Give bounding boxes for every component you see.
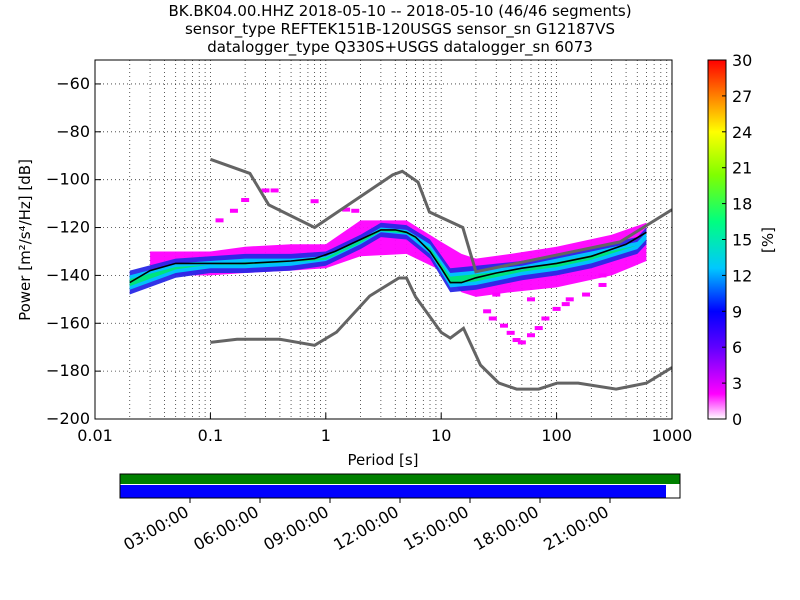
- y-axis-label: Power [m²/s⁴/Hz] [dB]: [16, 159, 34, 321]
- colorbar-tick-label: 0: [732, 410, 742, 429]
- probability-density-bands: [129, 220, 647, 297]
- outlier-cell: [512, 338, 521, 343]
- x-axis-ticks: 0.01 0.1 1 10 100 1000: [77, 413, 692, 445]
- y-axis-ticks: −60 −80 −100 −120 −140 −160 −180 −200: [46, 74, 101, 428]
- x-tick-label: 100: [541, 426, 572, 445]
- outlier-cell: [598, 282, 607, 287]
- timeline-tick-label: 06:00:00: [190, 502, 262, 554]
- chart-title-line-1: BK.BK04.00.HHZ 2018-05-10 -- 2018-05-10 …: [168, 2, 632, 20]
- timeline-tick-label: 15:00:00: [400, 502, 472, 554]
- x-axis-label: Period [s]: [347, 451, 418, 469]
- outlier-cell: [499, 323, 508, 328]
- colorbar-tick-label: 18: [732, 195, 752, 214]
- outlier-cell: [526, 333, 535, 338]
- outlier-cell: [241, 198, 250, 203]
- y-tick-label: −200: [46, 409, 90, 428]
- y-tick-label: −100: [46, 170, 90, 189]
- x-tick-label: 0.01: [77, 426, 113, 445]
- y-tick-label: −180: [46, 361, 90, 380]
- outlier-cell: [310, 199, 319, 204]
- colorbar-tick-label: 21: [732, 159, 752, 178]
- outlier-cell: [261, 188, 270, 193]
- outlier-cell: [526, 297, 535, 302]
- high-noise-model-line: [209, 157, 672, 274]
- data-coverage-bar: [120, 474, 680, 484]
- x-tick-label: 0.1: [198, 426, 223, 445]
- outlier-cell: [517, 340, 526, 345]
- outlier-cells: [215, 188, 607, 345]
- colorbar-tick-label: 12: [732, 266, 752, 285]
- density-band-2: [129, 227, 647, 290]
- low-noise-model-line: [210, 276, 672, 391]
- outlier-cell: [492, 292, 501, 297]
- outlier-cell: [561, 302, 570, 307]
- y-tick-label: −160: [46, 313, 90, 332]
- timeline-tick-label: 18:00:00: [470, 502, 542, 554]
- colorbar-tick-label: 24: [732, 123, 752, 142]
- plot-frame: [94, 59, 673, 420]
- timeline-tick-label: 12:00:00: [330, 502, 402, 554]
- outlier-cell: [342, 207, 351, 212]
- outlier-cell: [483, 309, 492, 314]
- y-tick-label: −80: [56, 122, 90, 141]
- density-band-1: [129, 222, 647, 295]
- colorbar-tick-label: 9: [732, 302, 742, 321]
- x-tick-label: 10: [431, 426, 451, 445]
- outlier-cell: [270, 188, 279, 193]
- y-tick-label: −60: [56, 74, 90, 93]
- outlier-cell: [552, 306, 561, 311]
- outlier-cell: [534, 326, 543, 331]
- outlier-cell: [541, 316, 550, 321]
- x-tick-label: 1000: [652, 426, 693, 445]
- chart-title-line-3: datalogger_type Q330S+USGS datalogger_sn…: [207, 38, 593, 56]
- y-tick-label: −140: [46, 265, 90, 284]
- colorbar-tick-label: 15: [732, 231, 752, 250]
- colorbar-tick-label: 3: [732, 374, 742, 393]
- outlier-cell: [229, 208, 238, 213]
- outlier-cell: [351, 208, 360, 213]
- y-tick-label: −120: [46, 218, 90, 237]
- outlier-cell: [598, 273, 607, 278]
- timeline-coverage: 03:00:0006:00:0009:00:0012:00:0015:00:00…: [119, 473, 681, 554]
- chart-title-line-2: sensor_type REFTEK151B-120USGS sensor_sn…: [184, 20, 616, 38]
- colorbar-tick-label: 27: [732, 87, 752, 106]
- colorbar-tick-label: 6: [732, 338, 742, 357]
- noise-models: [129, 157, 672, 391]
- outlier-cell: [582, 292, 591, 297]
- outlier-cell: [506, 330, 515, 335]
- x-tick-label: 1: [321, 426, 331, 445]
- median-line: [129, 229, 647, 284]
- colorbar-tick-label: 30: [732, 51, 752, 70]
- outlier-cell: [565, 297, 574, 302]
- outlier-cell: [488, 316, 497, 321]
- colorbar-label: [%]: [759, 227, 777, 253]
- timeline-tick-label: 09:00:00: [260, 502, 332, 554]
- psd-coverage-bar: [120, 485, 666, 498]
- timeline-tick-label: 21:00:00: [540, 502, 612, 554]
- density-band-3: [129, 228, 647, 287]
- colorbar-ticks: 0 3 6 9 12 15 18 21 24 27 30: [722, 51, 752, 429]
- outlier-cell: [215, 218, 224, 223]
- timeline-tick-label: 03:00:00: [120, 502, 192, 554]
